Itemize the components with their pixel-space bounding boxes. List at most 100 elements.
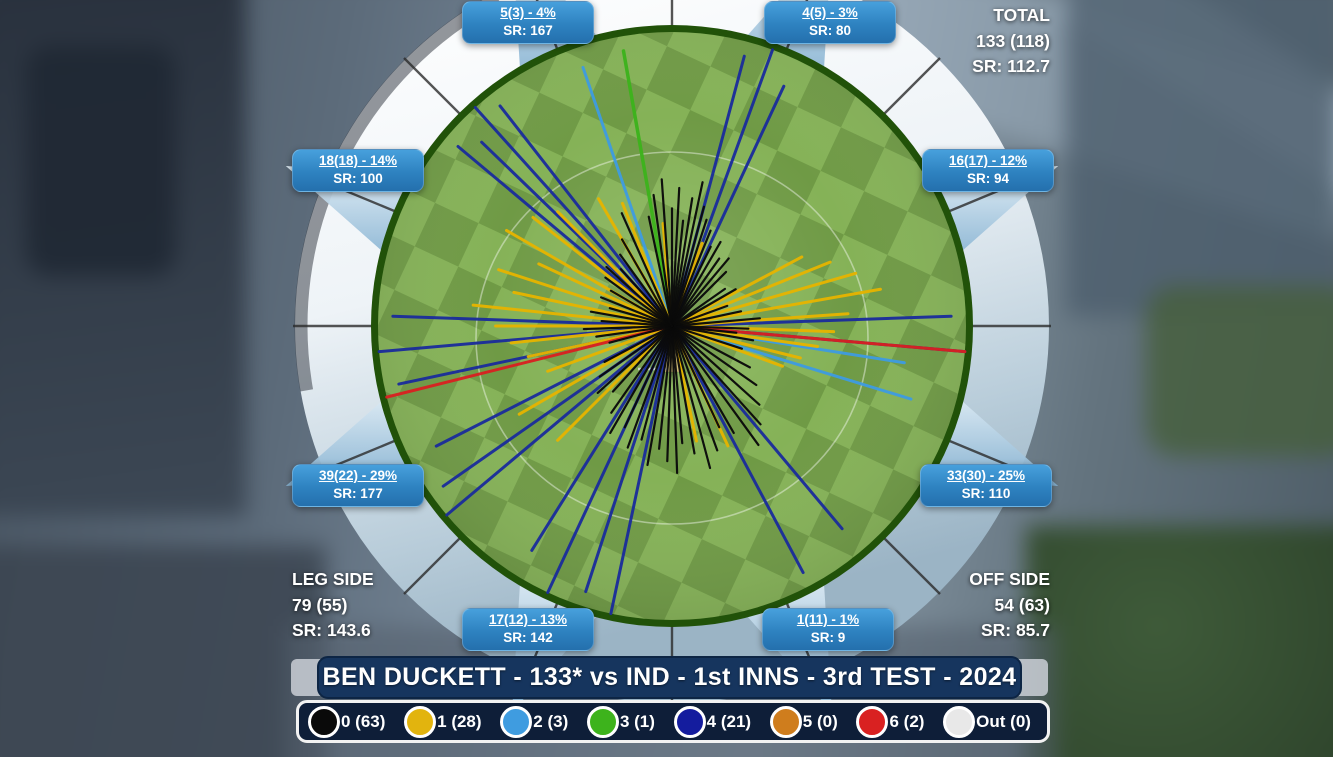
- shot-line-0-runs: [670, 324, 712, 470]
- shot-line-0-runs: [670, 218, 708, 328]
- shot-line-0-runs: [596, 324, 674, 394]
- shot-line-0-runs: [603, 324, 674, 363]
- legend-color-dot: [769, 705, 802, 738]
- legend-color-dot: [308, 705, 340, 738]
- shot-line-0-runs: [670, 257, 721, 328]
- sector-sr: SR: 110: [961, 485, 1011, 501]
- shot-line-0-runs: [670, 240, 722, 328]
- shot-line-0-runs: [623, 324, 674, 429]
- shot-line-4-runs: [609, 324, 674, 616]
- shot-lines: [377, 48, 967, 616]
- shot-line-1-runs: [670, 287, 882, 328]
- shot-line-0-runs: [670, 324, 758, 387]
- shot-line-0-runs: [640, 324, 674, 441]
- legend-item-6[interactable]: 6 (2): [856, 705, 925, 738]
- shot-line-0-runs: [670, 186, 681, 328]
- legend-item-2[interactable]: 2 (3): [500, 705, 569, 738]
- legend-item-3[interactable]: 3 (1): [586, 705, 655, 738]
- shot-line-0-runs: [670, 324, 735, 435]
- shot-line-0-runs: [608, 324, 674, 344]
- shot-line-0-runs: [600, 296, 674, 328]
- shot-line-1-runs: [537, 262, 674, 328]
- ring-divider-tick: [881, 535, 941, 595]
- legend-item-1[interactable]: 1 (28): [404, 705, 482, 738]
- legend-label: 4 (21): [706, 711, 752, 731]
- shot-line-4-runs: [498, 104, 674, 328]
- bg-blob: [1146, 286, 1333, 456]
- shot-line-4-runs: [670, 324, 844, 531]
- sector-stat-point[interactable]: 16(17) - 12% SR: 94: [922, 149, 1054, 192]
- shot-line-0-runs: [670, 324, 679, 475]
- sector-stat-cover[interactable]: 33(30) - 25% SR: 110: [920, 464, 1052, 507]
- legend-label: 6 (2): [889, 711, 925, 731]
- shot-line-0-runs: [619, 268, 674, 328]
- shot-line-4-runs: [456, 144, 674, 328]
- shot-line-0-runs: [670, 324, 721, 429]
- sector-stat-mid-on[interactable]: 17(12) - 13% SR: 142: [462, 608, 594, 651]
- sector-sr: SR: 177: [333, 485, 383, 501]
- legend-label: 3 (1): [619, 711, 655, 731]
- shot-line-0-runs: [595, 324, 674, 338]
- legend-item-4[interactable]: 4 (21): [673, 705, 752, 738]
- shot-line-0-runs: [609, 289, 674, 328]
- sector-stat-square-leg[interactable]: 18(18) - 14% SR: 100: [292, 149, 424, 192]
- shot-line-0-runs: [626, 324, 674, 449]
- sector-sr: SR: 142: [503, 629, 553, 645]
- total-stats: TOTAL 133 (118) SR: 112.7: [972, 3, 1050, 80]
- leg-side-stats: LEG SIDE 79 (55) SR: 143.6: [292, 567, 374, 644]
- sector-runs: 17(12) - 13%: [488, 612, 568, 627]
- title-banner-background: BEN DUCKETT - 133* vs IND - 1st INNS - 3…: [291, 656, 1048, 699]
- legend-item-out[interactable]: Out (0): [943, 705, 1031, 738]
- legend-label: Out (0): [976, 711, 1031, 731]
- ring-divider-tick: [403, 535, 463, 595]
- shot-line-0-runs: [660, 178, 674, 328]
- thirty-yard-circle: [475, 151, 869, 525]
- shot-line-0-runs: [670, 324, 755, 342]
- shot-line-0-runs: [670, 324, 761, 406]
- shot-line-1-runs: [471, 303, 674, 328]
- shot-line-1-runs: [670, 324, 802, 360]
- sector-sr: SR: 80: [808, 22, 852, 38]
- sector-stat-third-man[interactable]: 4(5) - 3% SR: 80: [764, 1, 896, 44]
- sector-runs: 18(18) - 14%: [318, 153, 398, 168]
- sector-stat-mid-wicket[interactable]: 39(22) - 29% SR: 177: [292, 464, 424, 507]
- shot-line-4-runs: [670, 324, 805, 575]
- legend-label: 1 (28): [437, 711, 482, 731]
- shot-line-0-runs: [647, 215, 674, 328]
- bg-blob: [1066, 0, 1333, 316]
- legend-label: 2 (3): [533, 711, 569, 731]
- shot-line-0-runs: [670, 304, 729, 328]
- legend-item-5[interactable]: 5 (0): [769, 705, 838, 738]
- legend-color-dot: [673, 705, 706, 738]
- legend-item-0[interactable]: 0 (63): [308, 705, 385, 738]
- sector-sr: SR: 9: [810, 629, 846, 645]
- legend-label: 5 (0): [802, 711, 838, 731]
- shot-line-0-runs: [619, 253, 674, 328]
- shot-line-0-runs: [670, 257, 730, 328]
- shot-line-0-runs: [620, 212, 674, 328]
- off-side-score: 54 (63): [994, 594, 1050, 615]
- shot-line-0-runs: [611, 324, 674, 393]
- ring-divider-tick: [881, 57, 941, 117]
- shot-line-0-runs: [670, 270, 728, 328]
- shot-line-1-runs: [546, 324, 674, 373]
- shot-line-0-runs: [670, 229, 712, 328]
- legend-color-dot: [586, 705, 619, 738]
- shot-line-3-runs: [621, 49, 674, 328]
- sector-stat-fine-leg[interactable]: 5(3) - 4% SR: 167: [462, 1, 594, 44]
- shot-line-0-runs: [652, 193, 674, 328]
- shot-line-0-runs: [609, 324, 674, 435]
- sector-stat-mid-off[interactable]: 1(11) - 1% SR: 9: [762, 608, 894, 651]
- shot-line-2-runs: [581, 65, 674, 328]
- sector-runs: 16(17) - 12%: [948, 153, 1028, 168]
- shot-line-0-runs: [604, 276, 674, 328]
- legend-color-dot: [404, 705, 437, 738]
- shot-line-0-runs: [670, 324, 762, 426]
- sector-sr: SR: 167: [503, 22, 553, 38]
- ring-divider-tick: [403, 57, 463, 117]
- sector-sr: SR: 94: [966, 170, 1010, 186]
- shot-line-0-runs: [670, 324, 760, 447]
- shot-line-0-runs: [589, 310, 674, 328]
- shot-line-0-runs: [670, 317, 761, 328]
